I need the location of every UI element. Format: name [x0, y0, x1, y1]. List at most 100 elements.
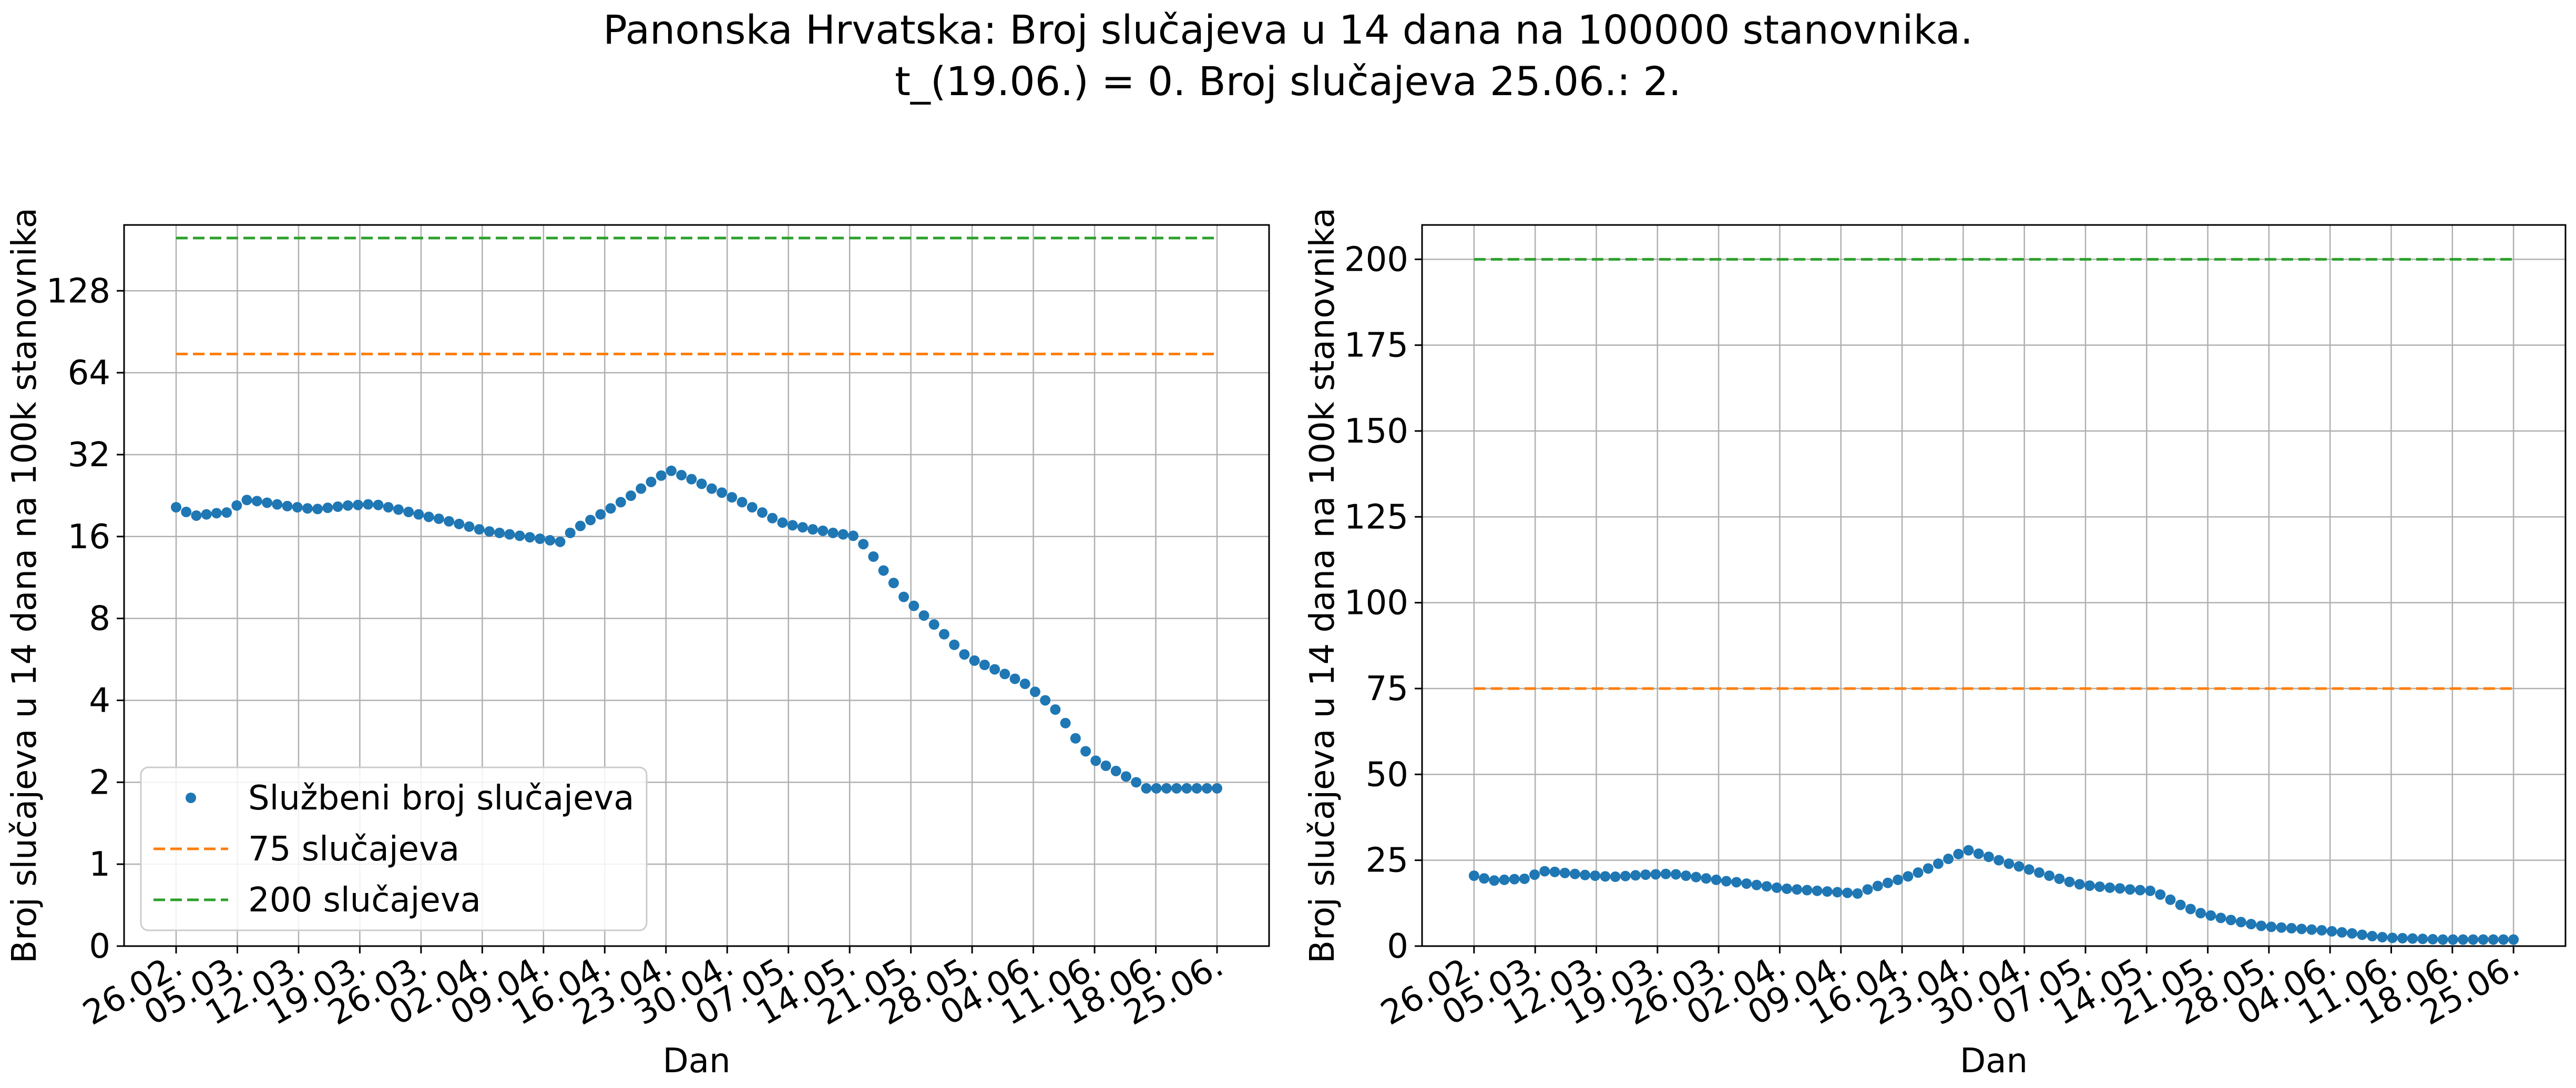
data-point — [423, 511, 434, 522]
data-point — [949, 639, 960, 650]
data-point — [959, 649, 970, 660]
data-point — [2346, 928, 2357, 939]
data-point — [696, 478, 707, 489]
data-point — [757, 507, 768, 518]
data-point — [1913, 867, 1924, 878]
data-point — [1983, 851, 1994, 863]
data-point — [1009, 673, 1020, 684]
data-point — [615, 497, 626, 508]
data-point — [2407, 933, 2418, 944]
data-point — [484, 526, 495, 537]
data-point — [2316, 925, 2327, 936]
data-point — [231, 500, 242, 511]
data-point — [1580, 869, 1591, 880]
data-point — [817, 525, 829, 536]
data-point — [1852, 888, 1863, 899]
y-tick-label: 1 — [89, 845, 110, 884]
data-point — [2266, 921, 2277, 932]
data-point — [1519, 873, 1530, 884]
data-point — [595, 509, 606, 520]
data-point — [1792, 884, 1803, 895]
data-point — [1650, 869, 1661, 880]
data-point — [1721, 876, 1732, 887]
y-tick-label: 4 — [89, 681, 110, 720]
data-point — [1872, 880, 1883, 891]
y-axis-label: Broj slučajeva u 14 dana na 100k stanovn… — [5, 208, 44, 963]
data-point — [474, 524, 485, 535]
data-point — [1060, 717, 1071, 728]
data-point — [2387, 932, 2398, 943]
data-point — [1610, 871, 1621, 882]
y-tick-label: 25 — [1366, 841, 1408, 880]
data-point — [2185, 904, 2196, 915]
data-point — [847, 530, 858, 541]
data-point — [626, 490, 637, 501]
data-point — [312, 504, 323, 515]
data-point — [1771, 882, 1782, 893]
figure-title: Panonska Hrvatska: Broj slučajeva u 14 d… — [0, 4, 2576, 107]
data-point — [1741, 878, 1752, 889]
data-point — [302, 503, 313, 514]
chart-linear-scale: 025507510012515017520026.02.05.03.12.03.… — [1303, 208, 2567, 1081]
y-tick-label: 128 — [46, 272, 110, 311]
data-point — [878, 565, 889, 576]
data-point — [464, 521, 475, 532]
data-point — [413, 509, 424, 520]
data-point — [2195, 908, 2206, 919]
data-point — [1201, 783, 1212, 794]
data-point — [1181, 783, 1192, 794]
data-point — [2498, 934, 2509, 945]
legend-box — [140, 766, 648, 931]
data-point — [2246, 919, 2257, 930]
data-point — [898, 591, 909, 602]
data-point — [1080, 746, 1091, 757]
data-point — [908, 600, 919, 611]
data-point — [2013, 861, 2025, 872]
data-point — [2447, 934, 2458, 945]
y-tick-label: 64 — [68, 354, 110, 393]
data-point — [2175, 899, 2186, 910]
data-point — [2478, 934, 2489, 945]
chart-log-scale: 0124816326412826.02.05.03.12.03.19.03.26… — [5, 208, 1270, 1081]
data-point — [1499, 874, 1510, 885]
data-point — [1903, 871, 1914, 882]
data-point — [1131, 777, 1142, 788]
data-point — [797, 522, 808, 533]
data-point — [1019, 679, 1030, 690]
data-point — [656, 470, 667, 481]
data-point — [787, 520, 798, 531]
data-point — [2367, 931, 2378, 942]
data-point — [1529, 869, 1540, 880]
data-point — [767, 512, 778, 524]
data-point — [1761, 881, 1772, 892]
data-point — [272, 499, 283, 510]
data-point — [403, 507, 414, 518]
data-point — [918, 610, 929, 621]
data-point — [989, 664, 1000, 675]
data-point — [1711, 874, 1722, 885]
figure-title-line-1: Panonska Hrvatska: Broj slučajeva u 14 d… — [603, 6, 1973, 53]
data-point — [1893, 874, 1904, 885]
data-point — [171, 502, 181, 513]
y-tick-label: 100 — [1344, 584, 1408, 623]
data-point — [262, 497, 273, 508]
data-point — [1120, 771, 1131, 782]
data-point — [292, 502, 303, 513]
data-point — [858, 539, 869, 550]
data-point — [2074, 879, 2085, 890]
data-point — [1100, 760, 1111, 771]
legend-entry: Službeni broj slučajeva — [248, 779, 634, 818]
data-point — [1161, 783, 1172, 794]
y-tick-label: 200 — [1344, 240, 1408, 279]
data-point — [2468, 934, 2479, 945]
data-point — [868, 551, 879, 562]
data-point — [555, 536, 566, 547]
data-point — [1070, 733, 1081, 744]
data-point — [2417, 933, 2428, 945]
data-point — [2215, 912, 2226, 923]
data-point — [2155, 889, 2166, 900]
legend-entry: 75 slučajeva — [248, 830, 459, 869]
data-point — [322, 502, 333, 514]
data-point — [2437, 934, 2448, 945]
